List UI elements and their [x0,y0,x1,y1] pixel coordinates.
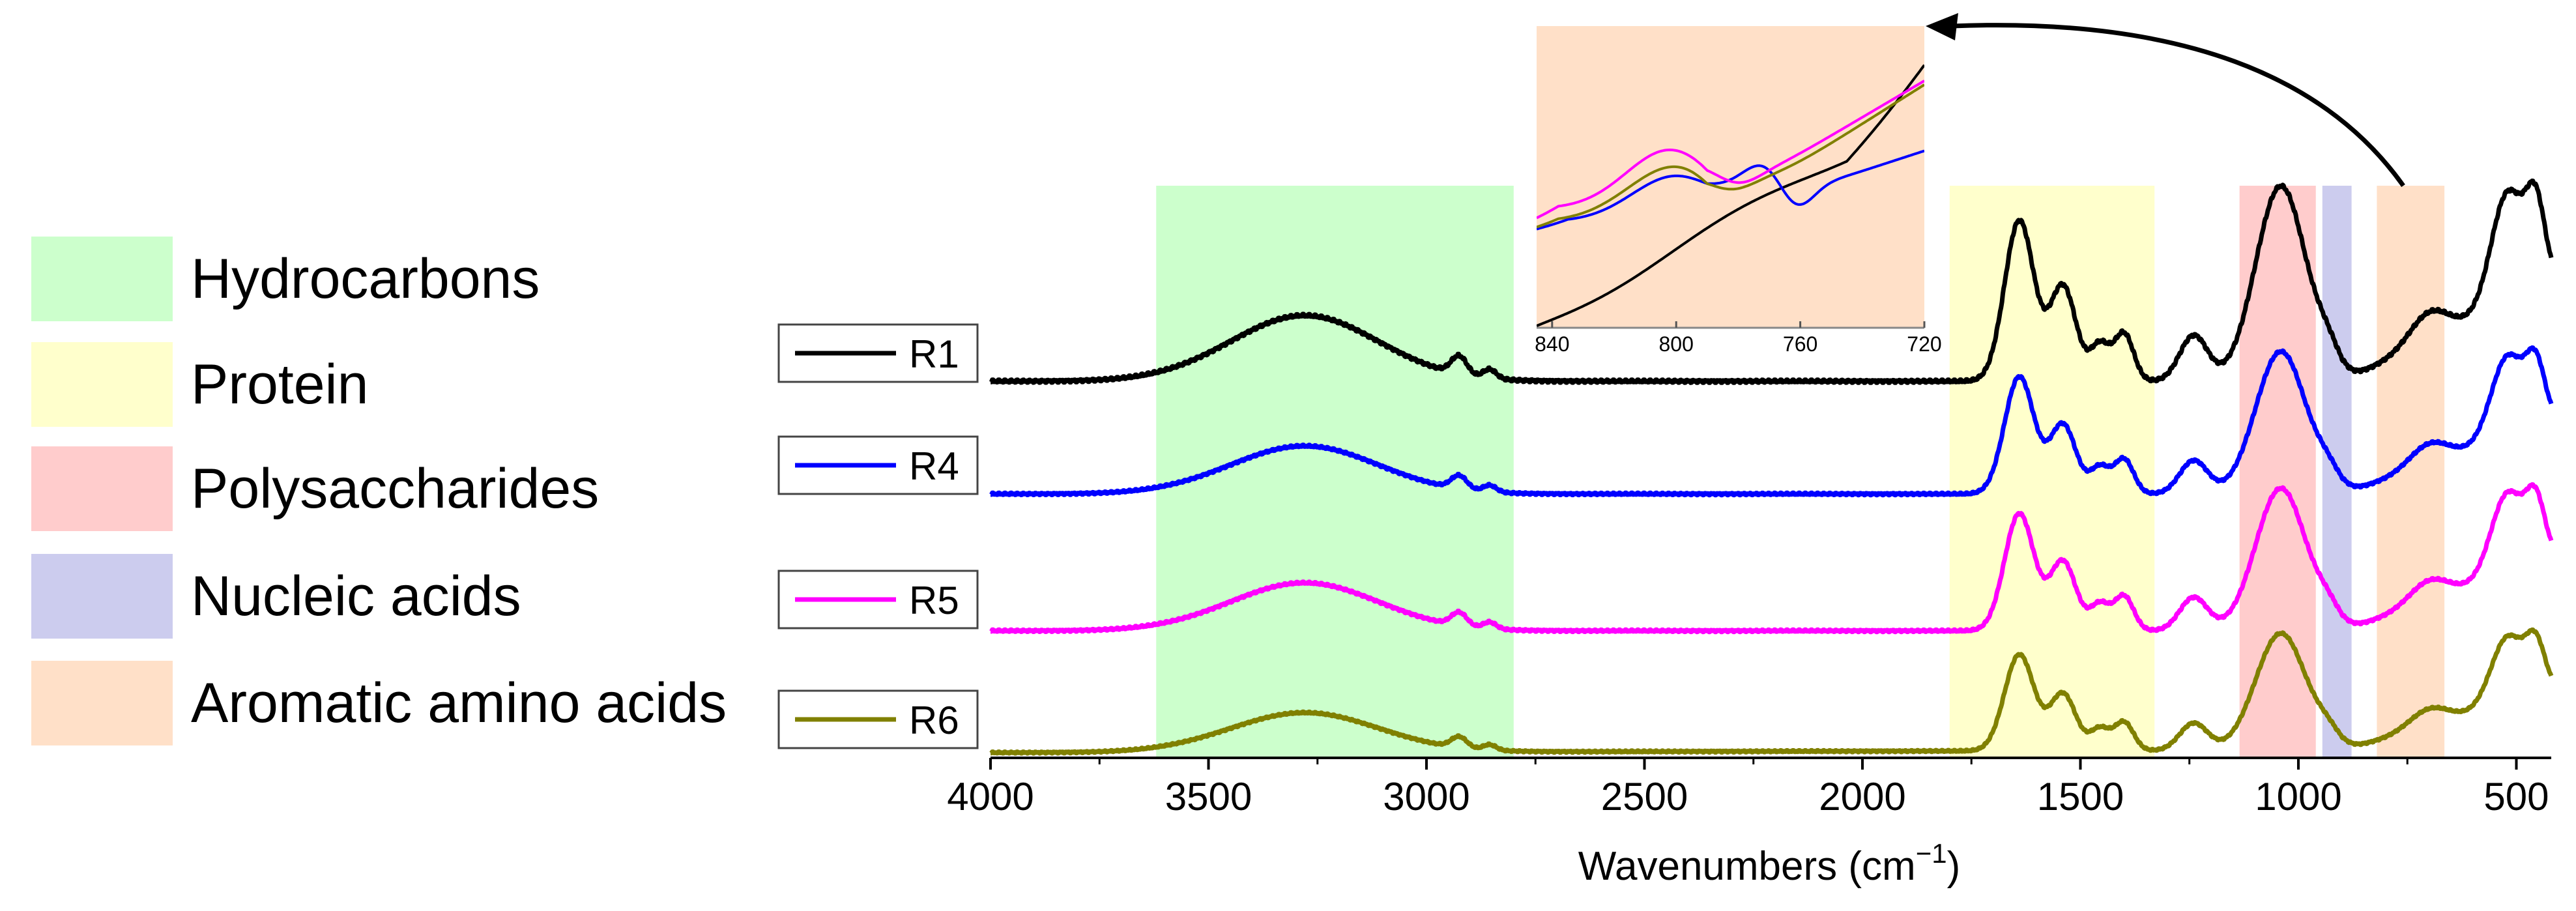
series-legend-label: R1 [909,332,959,376]
series-line-r6 [989,627,2554,756]
band-legend-label: Polysaccharides [191,457,600,520]
inset-background [1537,26,1924,328]
x-tick-label-2000: 2000 [1819,775,1905,818]
band-legend-swatch [31,446,173,531]
arrow-curve [1951,23,2405,188]
x-tick-label-1500: 1500 [2037,775,2124,818]
band-legend-swatch [31,661,173,745]
band-legend-item-aromatic-amino-acids: Aromatic amino acids [31,661,727,745]
x-tick-label-2500: 2500 [1601,775,1688,818]
series-legend-r6: R6 [777,689,979,749]
band-legend-item-polysaccharides: Polysaccharides [31,446,599,531]
band-legend-swatch [31,342,173,427]
series-legend-label: R5 [909,579,959,622]
x-tick-label-1000: 1000 [2255,775,2341,818]
inset-tick-label-840: 840 [1535,332,1569,356]
band-legend-label: Nucleic acids [191,564,521,628]
zoom-inset: 840 800 760 720 [1535,26,1942,356]
inset-tick-label-800: 800 [1659,332,1694,356]
inset-tick-label-720: 720 [1907,332,1941,356]
band-legend-label: Aromatic amino acids [191,671,727,734]
band-legend-item-nucleic-acids: Nucleic acids [31,554,521,639]
band-legend-swatch [31,237,173,321]
x-axis-label-close: ) [1947,844,1961,889]
series-legend-layer: R1 R4 R5 R6 [777,323,979,749]
series-line-r1 [989,179,2554,385]
band-protein [1949,186,2155,758]
series-line-r5 [989,482,2554,635]
inset-tick-label-760: 760 [1783,332,1817,356]
x-axis-label-sup: −1 [1916,838,1947,869]
arrow-head [1926,13,1958,40]
series-legend-label: R4 [909,444,959,488]
inset-line-r5 [1537,80,1924,220]
x-tick-label-4000: 4000 [947,775,1034,818]
band-layer [1156,186,2445,758]
band-legend-swatch [31,554,173,639]
x-tick-label-3000: 3000 [1383,775,1469,818]
inset-line-r6 [1537,83,1924,229]
x-axis-label: Wavenumbers (cm−1) [1578,838,1960,889]
band-legend-label: Protein [191,353,369,416]
band-legend-item-hydrocarbons: Hydrocarbons [31,237,540,321]
band-legend-item-protein: Protein [31,342,369,427]
x-tick-label-3500: 3500 [1165,775,1252,818]
series-legend-label: R6 [909,699,959,742]
inset-line-r1 [1537,64,1924,327]
x-axis: 4000 3500 3000 2500 2000 1500 1000 500 [947,757,2551,818]
inset-lines [1537,64,1924,327]
band-aromatic-amino-acids [2377,186,2445,758]
series-legend-r4: R4 [777,435,979,495]
inset-line-r4 [1537,149,1924,231]
series-legend-r1: R1 [777,323,979,383]
series-legend-r5: R5 [777,570,979,629]
x-axis-label-main: Wavenumbers (cm [1578,844,1916,889]
x-tick-label-500: 500 [2483,775,2549,818]
band-legend-label: Hydrocarbons [191,247,540,310]
series-line-r4 [989,345,2554,498]
inset-pointer-arrow [1926,13,2405,188]
spectra-layer [989,179,2554,756]
